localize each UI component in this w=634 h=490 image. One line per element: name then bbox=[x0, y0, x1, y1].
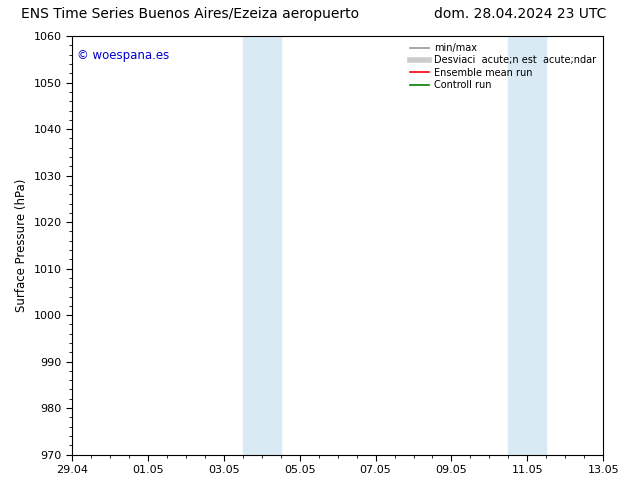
Y-axis label: Surface Pressure (hPa): Surface Pressure (hPa) bbox=[15, 179, 28, 312]
Bar bbox=[527, 36, 547, 455]
Text: © woespana.es: © woespana.es bbox=[77, 49, 170, 62]
Text: ENS Time Series Buenos Aires/Ezeiza aeropuerto: ENS Time Series Buenos Aires/Ezeiza aero… bbox=[21, 7, 359, 22]
Bar bbox=[243, 36, 262, 455]
Legend: min/max, Desviaci  acute;n est  acute;ndar, Ensemble mean run, Controll run: min/max, Desviaci acute;n est acute;ndar… bbox=[408, 41, 598, 92]
Bar bbox=[508, 36, 527, 455]
Bar bbox=[262, 36, 281, 455]
Text: dom. 28.04.2024 23 UTC: dom. 28.04.2024 23 UTC bbox=[434, 7, 606, 22]
